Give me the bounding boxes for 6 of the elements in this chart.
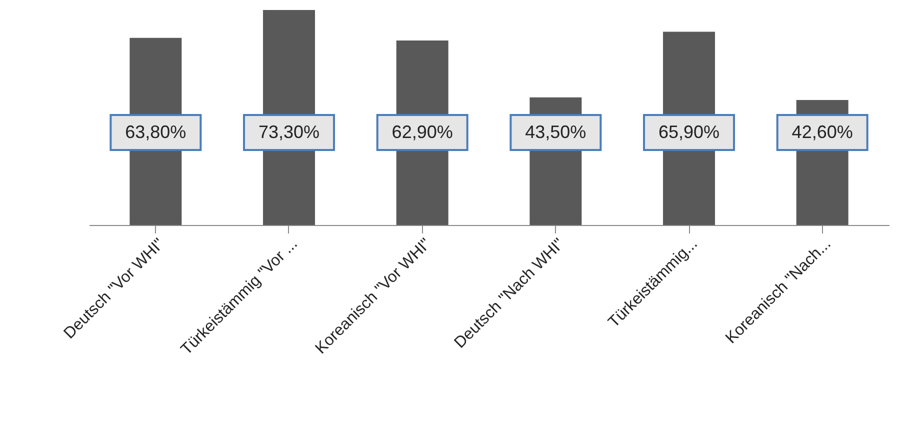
- data-label: 42,60%: [792, 122, 853, 142]
- data-label: 63,80%: [125, 122, 186, 142]
- data-label: 43,50%: [525, 122, 586, 142]
- data-label: 62,90%: [392, 122, 453, 142]
- data-label: 65,90%: [658, 122, 720, 142]
- data-label: 73,30%: [258, 122, 320, 142]
